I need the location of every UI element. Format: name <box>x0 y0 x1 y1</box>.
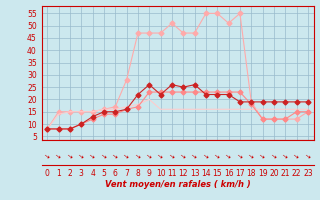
Text: ↘: ↘ <box>55 152 62 160</box>
Text: 22: 22 <box>292 169 301 178</box>
Text: ↘: ↘ <box>282 152 289 160</box>
Text: 14: 14 <box>201 169 211 178</box>
Text: 0: 0 <box>45 169 50 178</box>
Text: 5: 5 <box>101 169 106 178</box>
Text: 7: 7 <box>124 169 129 178</box>
Text: 23: 23 <box>303 169 313 178</box>
Text: 3: 3 <box>79 169 84 178</box>
Text: ↘: ↘ <box>191 152 198 160</box>
Text: 4: 4 <box>90 169 95 178</box>
Text: ↘: ↘ <box>134 152 141 160</box>
Text: 10: 10 <box>156 169 165 178</box>
Text: 19: 19 <box>258 169 268 178</box>
Text: 16: 16 <box>224 169 233 178</box>
Text: 12: 12 <box>179 169 188 178</box>
Text: ↘: ↘ <box>214 152 221 160</box>
Text: 11: 11 <box>167 169 177 178</box>
Text: ↘: ↘ <box>248 152 255 160</box>
Text: ↘: ↘ <box>168 152 176 160</box>
Text: ↘: ↘ <box>259 152 266 160</box>
Text: ↘: ↘ <box>180 152 187 160</box>
Text: ↘: ↘ <box>236 152 244 160</box>
Text: ↘: ↘ <box>146 152 153 160</box>
Text: 17: 17 <box>235 169 245 178</box>
Text: ↘: ↘ <box>123 152 130 160</box>
Text: 18: 18 <box>246 169 256 178</box>
Text: Vent moyen/en rafales ( km/h ): Vent moyen/en rafales ( km/h ) <box>105 180 251 189</box>
Text: 2: 2 <box>68 169 72 178</box>
Text: 1: 1 <box>56 169 61 178</box>
Text: ↘: ↘ <box>44 152 51 160</box>
Text: 21: 21 <box>281 169 290 178</box>
Text: ↘: ↘ <box>66 152 74 160</box>
Text: ↘: ↘ <box>112 152 119 160</box>
Text: ↘: ↘ <box>157 152 164 160</box>
Text: 15: 15 <box>212 169 222 178</box>
Text: 9: 9 <box>147 169 152 178</box>
Text: 8: 8 <box>136 169 140 178</box>
Text: ↘: ↘ <box>89 152 96 160</box>
Text: ↘: ↘ <box>100 152 108 160</box>
Text: ↘: ↘ <box>270 152 277 160</box>
Text: ↘: ↘ <box>304 152 312 160</box>
Text: 20: 20 <box>269 169 279 178</box>
Text: ↘: ↘ <box>78 152 85 160</box>
Text: ↘: ↘ <box>293 152 300 160</box>
Text: ↘: ↘ <box>202 152 210 160</box>
Text: ↘: ↘ <box>225 152 232 160</box>
Text: 6: 6 <box>113 169 118 178</box>
Text: 13: 13 <box>190 169 199 178</box>
